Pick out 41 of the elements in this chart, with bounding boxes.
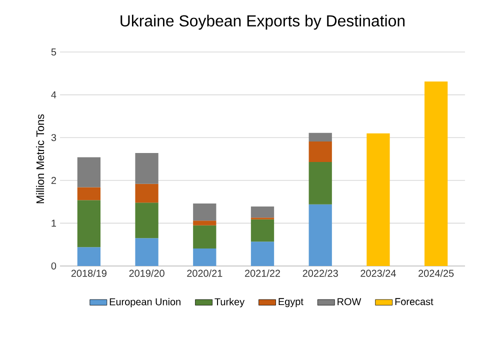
bar [424,82,448,266]
bar [193,248,216,266]
chart-title: Ukraine Soybean Exports by Destination [120,14,405,30]
x-tick-label: 2018/19 [71,270,106,277]
bar [77,187,100,200]
x-tick-label: 2021/22 [244,270,280,277]
legend-label: Egypt [278,298,304,308]
y-tick-label: 0 [51,262,56,270]
bar [135,153,158,184]
y-tick-label: 2 [51,176,56,184]
bar [250,219,274,242]
x-tick-label: 2024/25 [418,270,454,277]
y-tick-label: 3 [51,134,56,142]
y-tick-label: 1 [52,220,56,227]
legend-label: Turkey [214,298,245,308]
bar [250,206,274,218]
bar [308,132,332,142]
bar [193,204,216,221]
legend-label: European Union [110,298,180,308]
x-tick-label: 2022/23 [302,270,338,277]
legend-label: Forecast [395,298,434,306]
x-tick-label: 2019/20 [129,270,164,277]
bar [77,157,100,188]
bar [135,238,158,266]
y-tick-label: 5 [51,48,56,56]
y-axis-title: Million Metric Tons [36,114,44,204]
bar [135,184,158,203]
bar [308,204,332,266]
bar [366,133,390,266]
bar [250,242,274,266]
x-tick-label: 2020/21 [187,270,222,277]
bar [308,162,332,204]
bar [77,247,100,266]
bar [135,202,158,238]
x-tick-label: 2023/24 [360,270,396,277]
bar [77,200,100,248]
bar [193,220,216,226]
y-tick-label: 4 [51,91,56,98]
bar [193,225,216,248]
legend-label: ROW [338,298,362,306]
bar [308,141,332,162]
